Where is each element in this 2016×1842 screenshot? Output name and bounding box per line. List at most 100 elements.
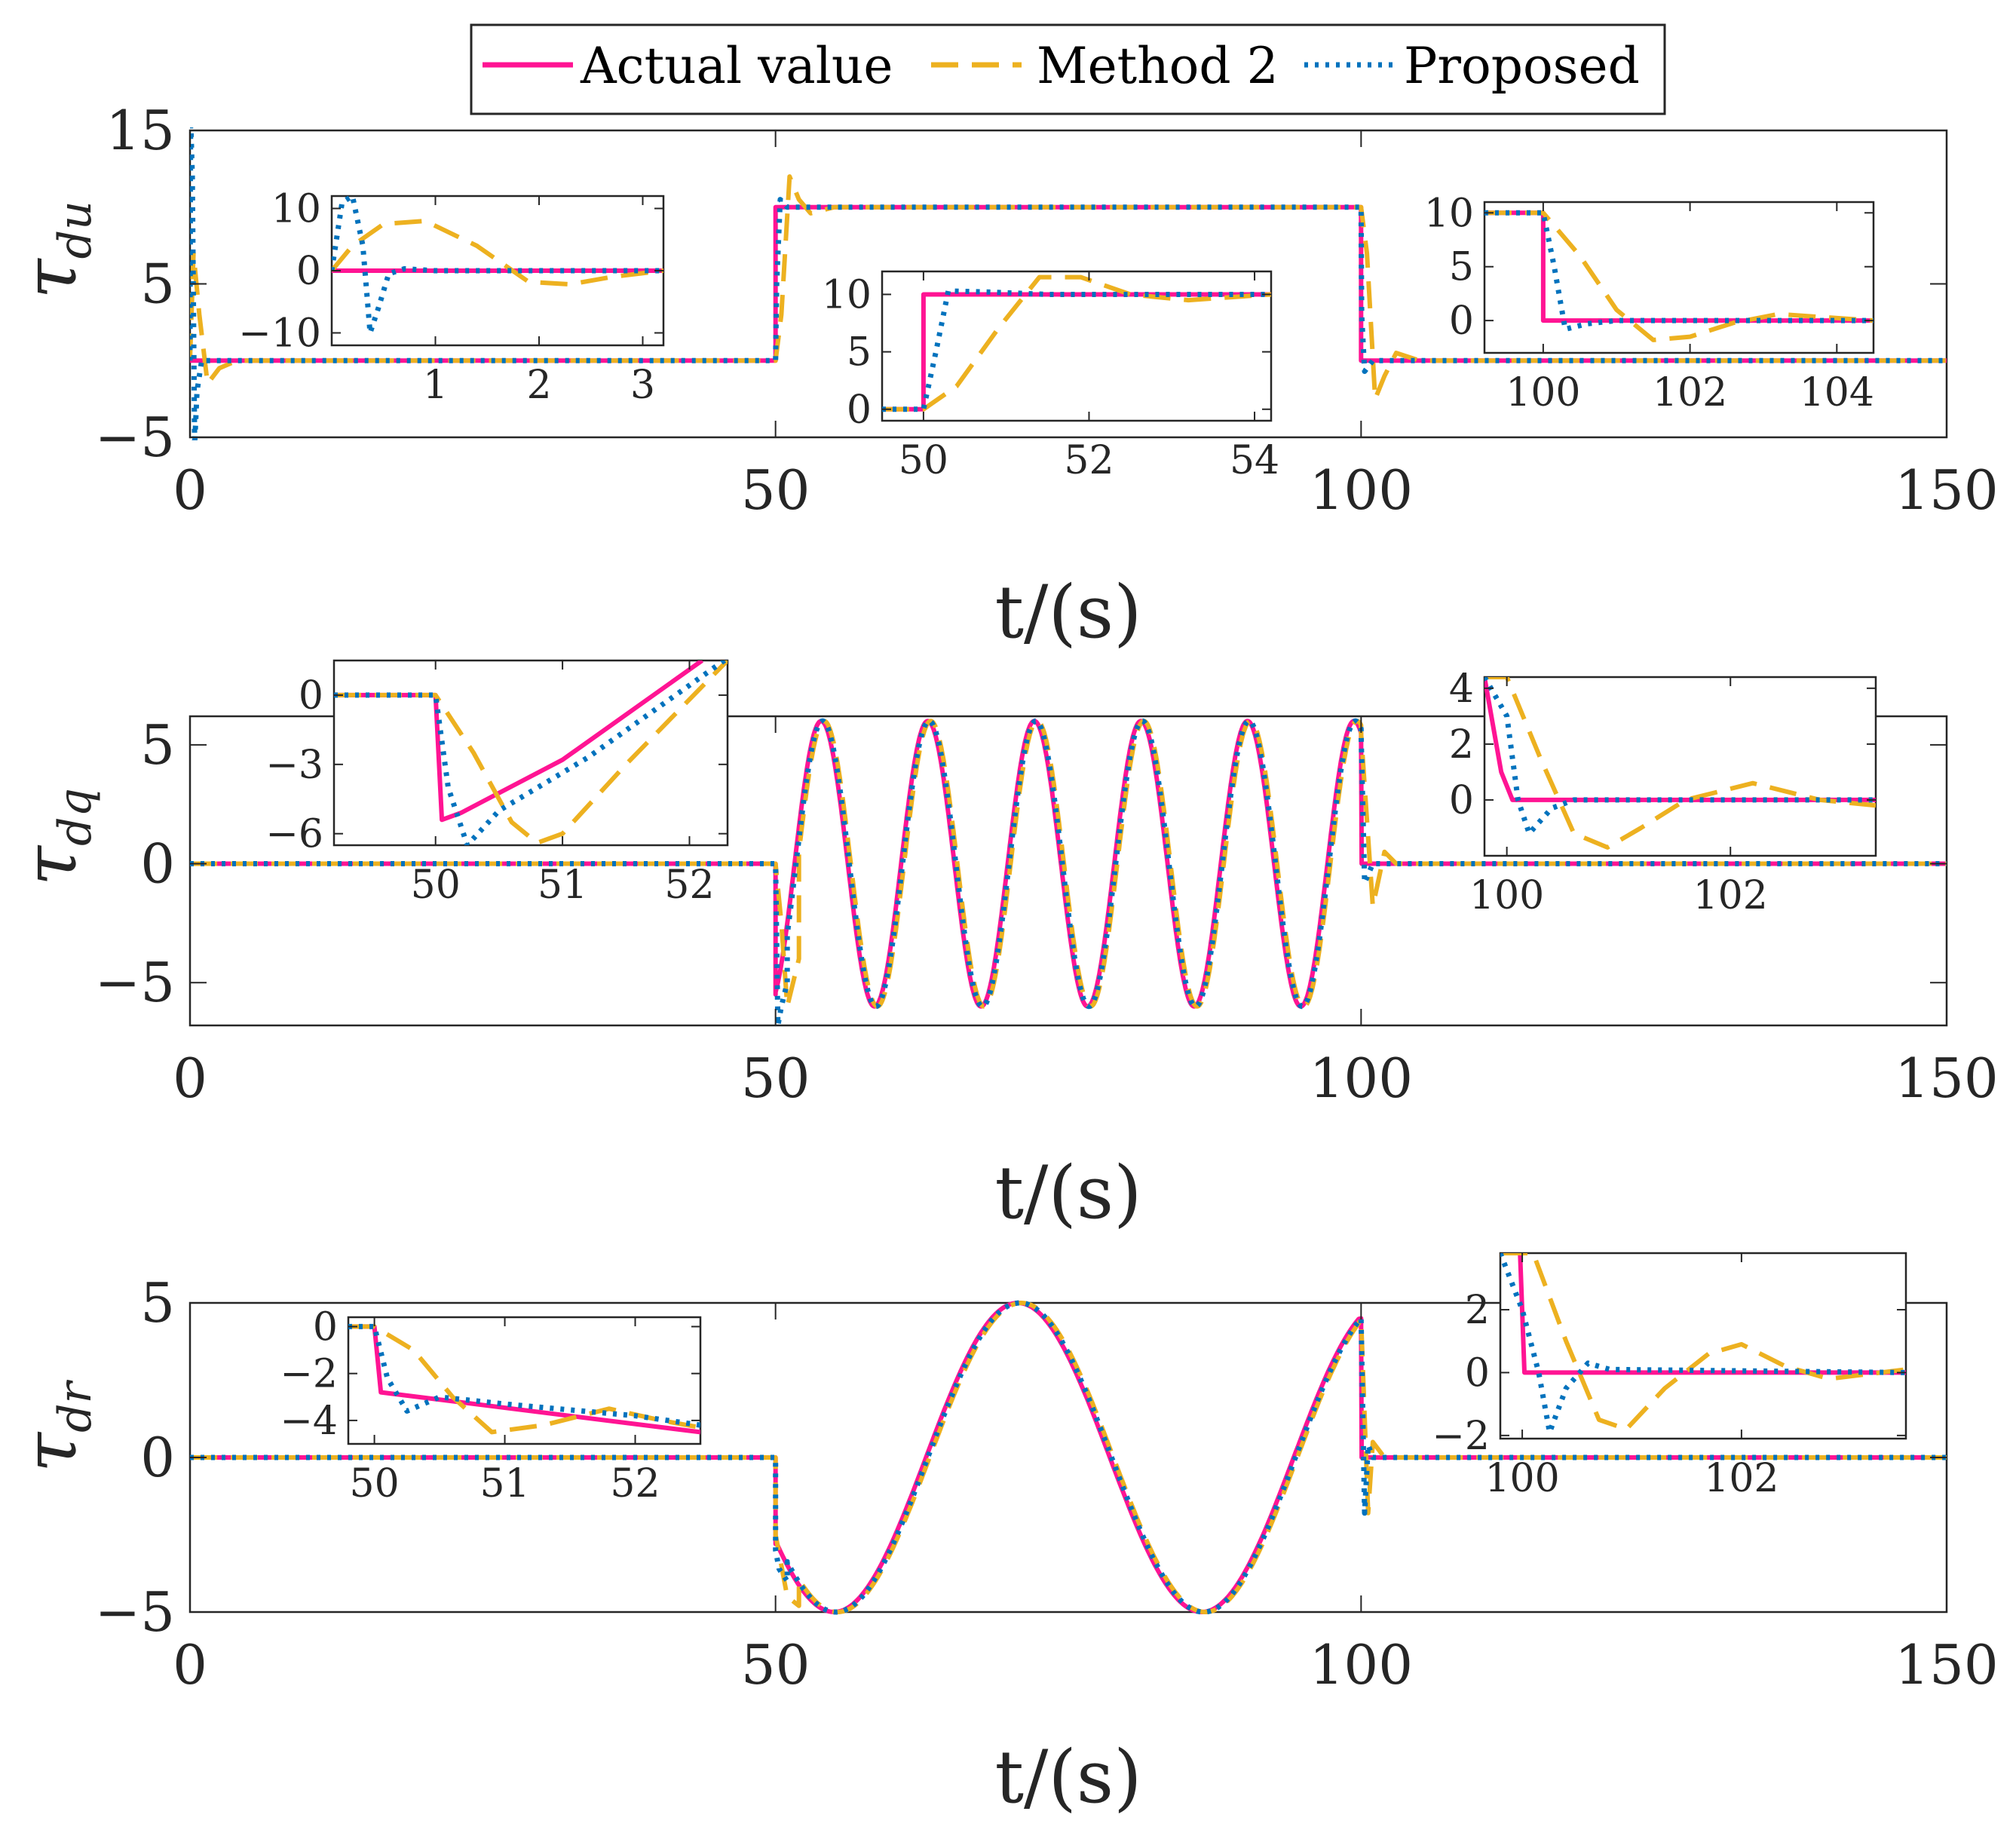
inset-plot-area [332, 659, 729, 847]
inset-series-proposed [348, 1323, 700, 1428]
inset-x-tick-label: 51 [538, 863, 587, 908]
inset-tau_dr-1: 50 51 52 −4−20 [280, 1304, 702, 1506]
x-tick-label: 0 [173, 458, 207, 522]
y-tick-label: 5 [140, 253, 175, 316]
inset-y-tick-label: 2 [1465, 1288, 1490, 1333]
inset-series-method2 [332, 219, 663, 287]
inset-y-tick-label: 10 [822, 272, 872, 317]
x-tick-label: 0 [173, 1633, 207, 1696]
y-tick-label: −5 [95, 1580, 175, 1644]
x-tick-label: 0 [173, 1047, 207, 1110]
inset-tau_du-3: 100 102 104 0 5 10 [1424, 191, 1875, 415]
inset-y-tick-label: 4 [1449, 667, 1474, 712]
inset-x-tick-label: 102 [1693, 873, 1768, 918]
y-axis-label: τdr [8, 1379, 102, 1473]
inset-y-tick-label: −6 [265, 812, 323, 857]
inset-x-tick-label: 104 [1800, 370, 1874, 415]
inset-series-method2 [334, 660, 728, 845]
inset-x-tick-label: 51 [479, 1461, 529, 1506]
inset-y-tick-label: 0 [1465, 1350, 1490, 1396]
y-axis-label-symbol: τ [8, 258, 93, 299]
series-proposed [190, 718, 1947, 1028]
legend-label-proposed: Proposed [1404, 37, 1640, 95]
y-axis-label-subscript: dq [49, 788, 102, 846]
series-method2 [190, 174, 1947, 402]
x-tick-label: 150 [1895, 458, 1998, 522]
inset-plot-area [1483, 676, 1877, 857]
inset-tau_dq-1: 50 51 52 −6 −3 0 [265, 659, 729, 908]
inset-y-tick-label: −3 [265, 743, 323, 788]
inset-x-tick-label: 52 [664, 863, 714, 908]
inset-x-tick-label: 100 [1506, 370, 1580, 415]
y-axis-label: τdu [8, 201, 102, 299]
inset-y-tick-label: 0 [299, 673, 323, 719]
x-axis-label: t/(s) [994, 1735, 1141, 1819]
inset-y-tick-label: 5 [1449, 245, 1474, 290]
y-tick-label: −5 [95, 406, 175, 469]
inset-y-tick-label: 0 [1449, 299, 1474, 344]
y-axis-label: τdq [8, 788, 102, 886]
inset-y-tick-label: 2 [1449, 722, 1474, 768]
x-tick-label: 50 [741, 458, 810, 522]
inset-y-tick-label: −2 [1432, 1414, 1490, 1459]
inset-x-tick-label: 100 [1484, 1456, 1559, 1501]
inset-series-method2 [1484, 677, 1876, 850]
inset-x-tick-label: 50 [411, 863, 461, 908]
y-tick-label: −5 [95, 951, 175, 1014]
inset-x-tick-label: 102 [1653, 370, 1727, 415]
x-axis-label: t/(s) [994, 1151, 1141, 1235]
x-tick-label: 50 [741, 1047, 810, 1110]
inset-x-tick-label: 102 [1704, 1456, 1779, 1501]
inset-y-tick-label: 10 [1424, 191, 1474, 236]
y-tick-label: 5 [140, 1271, 175, 1335]
inset-x-tick-label: 52 [1064, 438, 1114, 483]
inset-tau_du-1: 1 2 3 −10 0 10 [238, 187, 665, 408]
inset-x-tick-label: 50 [899, 438, 948, 483]
y-axis-label-subscript: dr [49, 1379, 102, 1432]
inset-tau_dq-2: 100 102 0 2 4 [1449, 667, 1877, 918]
inset-x-tick-label: 50 [350, 1461, 400, 1506]
legend: Actual value Method 2 Proposed [470, 23, 1666, 115]
inset-x-tick-label: 52 [610, 1461, 660, 1506]
inset-y-tick-label: −10 [238, 311, 321, 357]
legend-label-method2: Method 2 [1037, 37, 1279, 95]
x-tick-label: 100 [1310, 458, 1413, 522]
inset-x-tick-label: 1 [423, 363, 448, 408]
y-tick-label: 0 [140, 1426, 175, 1489]
inset-series-method2 [1500, 1253, 1906, 1432]
inset-tau_du-2: 50 52 54 0 5 10 [822, 270, 1279, 483]
y-axis-label-subscript: du [49, 201, 102, 259]
inset-x-tick-label: 3 [630, 363, 655, 408]
inset-y-tick-label: 0 [296, 249, 321, 294]
inset-plot-area [1483, 201, 1875, 354]
series-proposed [190, 127, 1947, 440]
y-axis-label-symbol: τ [8, 1431, 93, 1473]
inset-series-proposed [332, 196, 663, 336]
y-tick-label: 0 [140, 832, 175, 896]
panel-tau_dq: 0 50 100 150 −5 0 5 τdq t/(s) 50 51 52 −6 −3 0 100 102 0 2… [8, 659, 1999, 1235]
x-tick-label: 100 [1310, 1633, 1413, 1696]
inset-x-tick-label: 2 [526, 363, 551, 408]
inset-y-tick-label: −2 [280, 1352, 338, 1397]
inset-series-method2 [882, 274, 1271, 412]
inset-series-proposed [1500, 1253, 1906, 1436]
x-tick-label: 50 [741, 1633, 810, 1696]
inset-plot-area [1499, 1252, 1907, 1440]
inset-y-tick-label: −4 [280, 1399, 338, 1444]
inset-series-method2 [348, 1324, 700, 1435]
inset-y-tick-label: 10 [271, 187, 321, 232]
inset-y-tick-label: 0 [313, 1304, 338, 1350]
x-tick-label: 150 [1895, 1633, 1998, 1696]
inset-series-method2 [1484, 210, 1874, 342]
inset-y-tick-label: 0 [847, 388, 872, 433]
series-proposed [190, 1300, 1947, 1615]
inset-series-actual [1484, 210, 1874, 323]
y-tick-label: 15 [106, 99, 175, 162]
inset-y-tick-label: 0 [1449, 778, 1474, 823]
inset-y-tick-label: 5 [847, 330, 872, 375]
y-axis-label-symbol: τ [8, 844, 93, 886]
